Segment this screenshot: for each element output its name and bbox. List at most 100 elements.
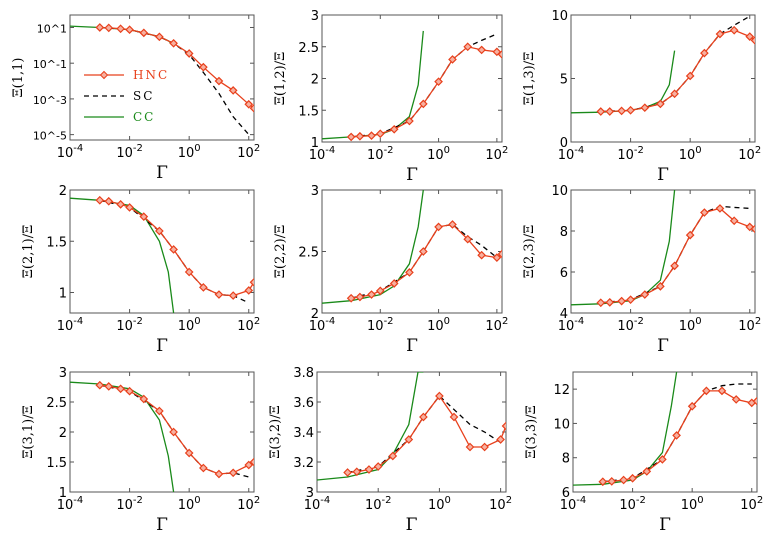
hnc-marker bbox=[389, 279, 399, 288]
hnc-marker bbox=[750, 224, 755, 234]
x-tick-label: 100 bbox=[427, 145, 450, 163]
plot-area bbox=[322, 30, 502, 142]
x-tick-label: 100 bbox=[681, 495, 704, 513]
hnc-marker bbox=[404, 435, 414, 444]
y-tick-label: 0 bbox=[560, 136, 568, 151]
hnc-marker bbox=[184, 448, 194, 458]
hnc-marker bbox=[352, 467, 362, 477]
hnc-marker bbox=[249, 103, 254, 113]
hnc-marker bbox=[628, 473, 637, 483]
legend-hnc-label: HNC bbox=[133, 68, 169, 82]
y-tick-label: 1.5 bbox=[298, 104, 319, 119]
x-tick-label: 100 bbox=[178, 495, 201, 513]
plot-area bbox=[573, 372, 757, 487]
hnc-marker bbox=[685, 71, 695, 81]
hnc-marker bbox=[169, 38, 178, 48]
y-tick-label: 3.8 bbox=[293, 366, 314, 381]
hnc-marker bbox=[95, 380, 105, 390]
hnc-marker bbox=[752, 396, 757, 406]
y-tick-label: 12 bbox=[553, 383, 570, 398]
hnc-marker bbox=[463, 42, 473, 52]
hnc-marker bbox=[717, 386, 727, 396]
plot-area bbox=[571, 190, 755, 308]
hnc-marker bbox=[685, 230, 695, 240]
hnc-marker bbox=[607, 477, 617, 486]
y-axis-label: Ξ(2,1)/Ξ bbox=[21, 225, 36, 279]
hnc-marker bbox=[346, 293, 356, 303]
hnc-marker bbox=[405, 116, 414, 126]
hnc-marker bbox=[155, 406, 164, 416]
x-tick-label: 10-2 bbox=[116, 143, 143, 161]
y-tick-label: 2 bbox=[311, 73, 319, 88]
hnc-marker bbox=[605, 297, 615, 307]
x-tick-label: 100 bbox=[679, 145, 702, 163]
hnc-marker bbox=[626, 295, 635, 305]
hnc-marker bbox=[104, 382, 114, 391]
hnc-marker bbox=[95, 195, 105, 205]
hnc-marker bbox=[125, 25, 134, 35]
hnc-marker bbox=[448, 220, 457, 229]
y-tick-label: 2.5 bbox=[298, 246, 319, 261]
x-tick-label: 100 bbox=[178, 143, 201, 161]
hnc-marker bbox=[729, 216, 739, 226]
y-tick-label: 1.5 bbox=[46, 235, 67, 250]
hnc-marker bbox=[670, 261, 679, 271]
hnc-marker bbox=[184, 267, 194, 277]
x-tick-label: 10-2 bbox=[116, 316, 143, 334]
x-tick-label: 10-2 bbox=[116, 495, 143, 513]
x-axis-label: Γ bbox=[156, 336, 168, 356]
hnc-marker bbox=[155, 226, 164, 236]
hnc-marker bbox=[745, 222, 755, 232]
hnc-marker bbox=[596, 107, 606, 116]
x-tick-label: 100 bbox=[178, 316, 201, 334]
x-tick-label: 10-4 bbox=[57, 143, 84, 161]
x-axis-label: Γ bbox=[657, 336, 669, 356]
plot-area bbox=[70, 380, 254, 492]
y-tick-label: 10^-5 bbox=[33, 130, 67, 143]
y-tick-label: 2.5 bbox=[46, 396, 67, 411]
y-tick-label: 1 bbox=[59, 287, 67, 302]
hnc-marker bbox=[367, 290, 376, 299]
x-tick-label: 102 bbox=[237, 316, 260, 334]
hnc-marker bbox=[343, 468, 352, 477]
hnc-marker bbox=[497, 50, 502, 59]
sc-series-line bbox=[600, 205, 750, 304]
x-tick-label: 100 bbox=[679, 316, 702, 334]
hnc-marker bbox=[501, 421, 506, 431]
hnc-marker bbox=[375, 286, 385, 296]
y-axis-label: Ξ(1,1) bbox=[11, 58, 26, 98]
legend-sc-label: SC bbox=[133, 89, 154, 103]
hnc-marker bbox=[364, 465, 374, 474]
hnc-marker bbox=[169, 427, 178, 437]
hnc-marker bbox=[355, 292, 365, 302]
y-tick-label: 1.5 bbox=[46, 456, 67, 471]
hnc-marker bbox=[715, 29, 725, 39]
hnc-marker bbox=[745, 32, 755, 41]
y-axis-label: Ξ(3,2)/Ξ bbox=[268, 405, 283, 459]
hnc-marker bbox=[367, 131, 376, 140]
x-tick-label: 10-2 bbox=[617, 145, 644, 163]
hnc-marker bbox=[104, 23, 114, 33]
x-tick-label: 10-2 bbox=[619, 495, 646, 513]
hnc-marker bbox=[199, 283, 208, 292]
y-tick-label: 3 bbox=[311, 9, 319, 24]
hnc-marker bbox=[477, 45, 486, 55]
x-tick-label: 10-4 bbox=[57, 316, 84, 334]
x-tick-label: 102 bbox=[237, 495, 260, 513]
x-tick-label: 100 bbox=[428, 495, 451, 513]
x-axis-label: Γ bbox=[156, 515, 168, 535]
y-tick-label: 2 bbox=[59, 426, 67, 441]
hnc-marker bbox=[346, 132, 356, 142]
hnc-marker bbox=[418, 99, 428, 109]
plot-area bbox=[571, 15, 755, 116]
hnc-marker bbox=[477, 250, 486, 260]
y-tick-label: 3 bbox=[59, 366, 67, 381]
hnc-marker bbox=[139, 28, 149, 38]
axes-box bbox=[570, 14, 756, 143]
y-axis-label: Ξ(1,3)/Ξ bbox=[522, 52, 537, 106]
hnc-marker bbox=[389, 124, 399, 134]
